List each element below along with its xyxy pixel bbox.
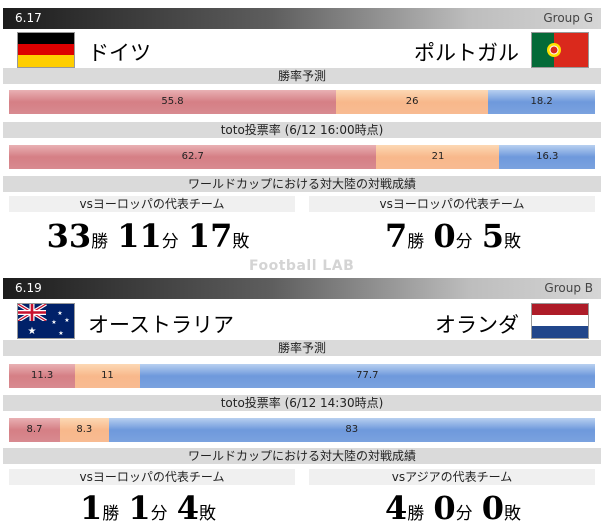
svg-text:★: ★ bbox=[51, 319, 56, 326]
draw-segment: 8.3 bbox=[59, 418, 109, 442]
away-team-name: ポルトガル bbox=[414, 41, 519, 65]
home-vs-label: vsヨーロッパの代表チーム bbox=[9, 469, 295, 485]
home-record: 1勝 1分 4敗 bbox=[80, 489, 216, 527]
draw-segment: 11 bbox=[75, 364, 140, 388]
wins-count: 4 bbox=[385, 489, 408, 527]
wins-count: 7 bbox=[385, 217, 408, 255]
losses-count: 0 bbox=[481, 489, 504, 527]
away-win-segment: 16.3 bbox=[499, 145, 595, 169]
away-team-name: オランダ bbox=[435, 313, 519, 337]
netherlands-flag-icon bbox=[531, 303, 589, 339]
group-label: Group B bbox=[544, 281, 593, 295]
away-vs-label: vsヨーロッパの代表チーム bbox=[309, 196, 595, 212]
draws-count: 11 bbox=[117, 217, 162, 255]
wins-count: 1 bbox=[80, 489, 103, 527]
match-date: 6.19 bbox=[15, 281, 42, 295]
australia-flag-icon: ★ ★ ★ ★ ★ bbox=[17, 303, 75, 339]
match-header: 6.19 Group B bbox=[3, 278, 601, 299]
losses-count: 5 bbox=[481, 217, 504, 255]
match-card-2: 6.19 Group B ★ ★ ★ ★ ★ オーストラリア オランダ 勝率予測… bbox=[0, 278, 605, 527]
toto-label: toto投票率 (6/12 16:00時点) bbox=[3, 122, 601, 138]
losses-count: 4 bbox=[176, 489, 199, 527]
match-date: 6.17 bbox=[15, 11, 42, 25]
svg-text:★: ★ bbox=[58, 330, 63, 337]
wins-count: 33 bbox=[46, 217, 92, 255]
away-vs-label: vsアジアの代表チーム bbox=[309, 469, 595, 485]
away-record: 4勝 0分 0敗 bbox=[385, 489, 521, 527]
record-label: ワールドカップにおける対大陸の対戦成績 bbox=[3, 176, 601, 192]
home-win-segment: 11.3 bbox=[9, 364, 76, 388]
away-win-segment: 83 bbox=[108, 418, 595, 442]
win-prob-label: 勝率予測 bbox=[3, 68, 601, 84]
toto-bar: 8.7 8.3 83 bbox=[9, 418, 595, 442]
away-record: 7勝 0分 5敗 bbox=[385, 217, 521, 255]
record-label: ワールドカップにおける対大陸の対戦成績 bbox=[3, 448, 601, 464]
win-prob-bar: 55.8 26 18.2 bbox=[9, 90, 595, 114]
draws-count: 0 bbox=[433, 217, 456, 255]
losses-count: 17 bbox=[187, 217, 233, 255]
toto-bar: 62.7 21 16.3 bbox=[9, 145, 595, 169]
germany-flag-icon bbox=[17, 32, 75, 68]
home-record: 33勝 11分 17敗 bbox=[46, 217, 250, 255]
svg-text:★: ★ bbox=[64, 317, 69, 324]
win-prob-bar: 11.3 11 77.7 bbox=[9, 364, 595, 388]
home-team-name: ドイツ bbox=[88, 41, 151, 65]
home-team-name: オーストラリア bbox=[88, 313, 234, 337]
toto-label: toto投票率 (6/12 14:30時点) bbox=[3, 395, 601, 411]
match-card-1: 6.17 Group G ドイツ ポルトガル 勝率予測 55.8 26 18.2… bbox=[0, 8, 605, 263]
match-header: 6.17 Group G bbox=[3, 8, 601, 29]
portugal-flag-icon bbox=[531, 32, 589, 68]
svg-text:★: ★ bbox=[57, 310, 62, 317]
draws-count: 1 bbox=[128, 489, 151, 527]
away-win-segment: 77.7 bbox=[139, 364, 595, 388]
home-win-segment: 62.7 bbox=[9, 145, 377, 169]
watermark: Football LAB bbox=[249, 258, 355, 274]
home-win-segment: 8.7 bbox=[9, 418, 60, 442]
win-prob-label: 勝率予測 bbox=[3, 340, 601, 356]
away-win-segment: 18.2 bbox=[488, 90, 595, 114]
home-win-segment: 55.8 bbox=[9, 90, 336, 114]
group-label: Group G bbox=[543, 11, 593, 25]
draw-segment: 26 bbox=[335, 90, 489, 114]
draw-segment: 21 bbox=[376, 145, 500, 169]
home-vs-label: vsヨーロッパの代表チーム bbox=[9, 196, 295, 212]
draws-count: 0 bbox=[433, 489, 456, 527]
svg-text:★: ★ bbox=[28, 326, 37, 337]
